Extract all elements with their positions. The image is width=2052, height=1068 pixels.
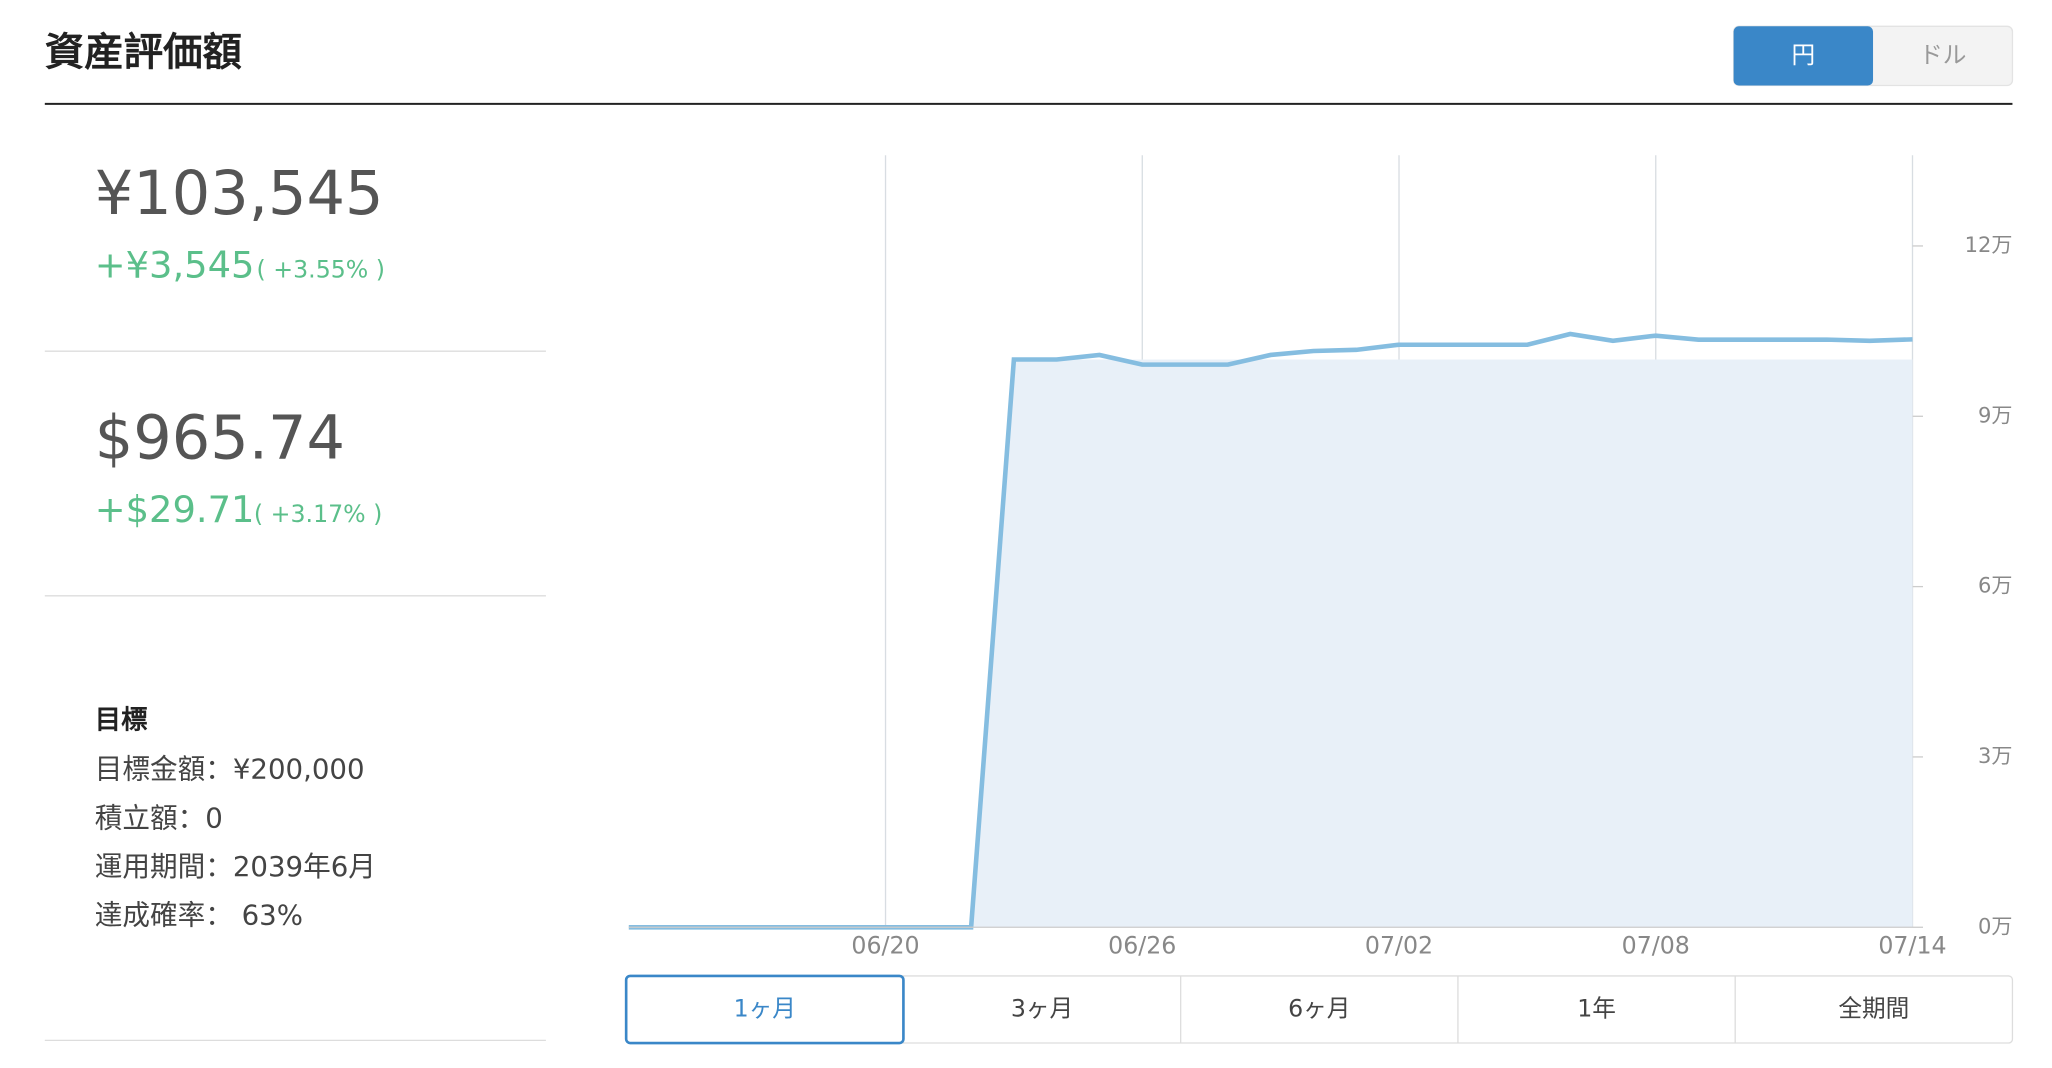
change: +$29.71 <box>95 488 255 531</box>
page-title: 資産評価額 <box>45 30 242 76</box>
goal-title: 目標 <box>95 705 148 735</box>
goal-item: 運用期間：2039年6月 <box>95 850 376 883</box>
goal-item: 目標金額：¥200,000 <box>95 753 365 786</box>
x-tick-label: 06/20 <box>851 931 919 959</box>
tab-label[interactable]: 6ヶ月 <box>1288 995 1350 1023</box>
y-tick-label: 3万 <box>1978 743 2012 768</box>
y-tick-label: 6万 <box>1978 573 2012 598</box>
toggle-yen[interactable] <box>1733 26 1874 86</box>
tab-label[interactable]: 1年 <box>1577 995 1616 1023</box>
x-tick-label: 07/08 <box>1622 931 1690 959</box>
y-tick-label: 0万 <box>1978 913 2012 938</box>
period-tabs: 1ヶ月 3ヶ月 6ヶ月 1年 全期間 <box>624 974 2014 1045</box>
tab-label[interactable]: 1ヶ月 <box>734 995 796 1023</box>
y-tick-label: 12万 <box>1965 232 2013 257</box>
area <box>628 359 1913 928</box>
change-pct: ( +3.17% ) <box>254 500 382 528</box>
total-value: ¥103,545 <box>95 159 384 229</box>
toggle-label[interactable]: ドル <box>1919 41 1966 69</box>
tab-label[interactable]: 3ヶ月 <box>1011 995 1073 1023</box>
x-tick-label: 06/26 <box>1108 931 1176 959</box>
tab-label[interactable]: 全期間 <box>1838 995 1909 1023</box>
x-tick-label: 07/14 <box>1878 931 1946 959</box>
chart: 06/20 06/26 07/02 07/08 07/14 0万 3万 6万 9万 12万 <box>628 155 2013 959</box>
goal-item: 達成確率： 63% <box>95 899 303 932</box>
y-tick-label: 9万 <box>1978 402 2012 427</box>
change-pct: ( +3.55% ) <box>257 255 385 283</box>
tab-active[interactable] <box>624 974 905 1045</box>
goal-item: 積立額：0 <box>95 801 223 834</box>
total-value: $965.74 <box>95 404 345 474</box>
change: +¥3,545 <box>95 244 255 287</box>
x-tick-label: 07/02 <box>1365 931 1433 959</box>
toggle-label[interactable]: 円 <box>1791 41 1815 69</box>
